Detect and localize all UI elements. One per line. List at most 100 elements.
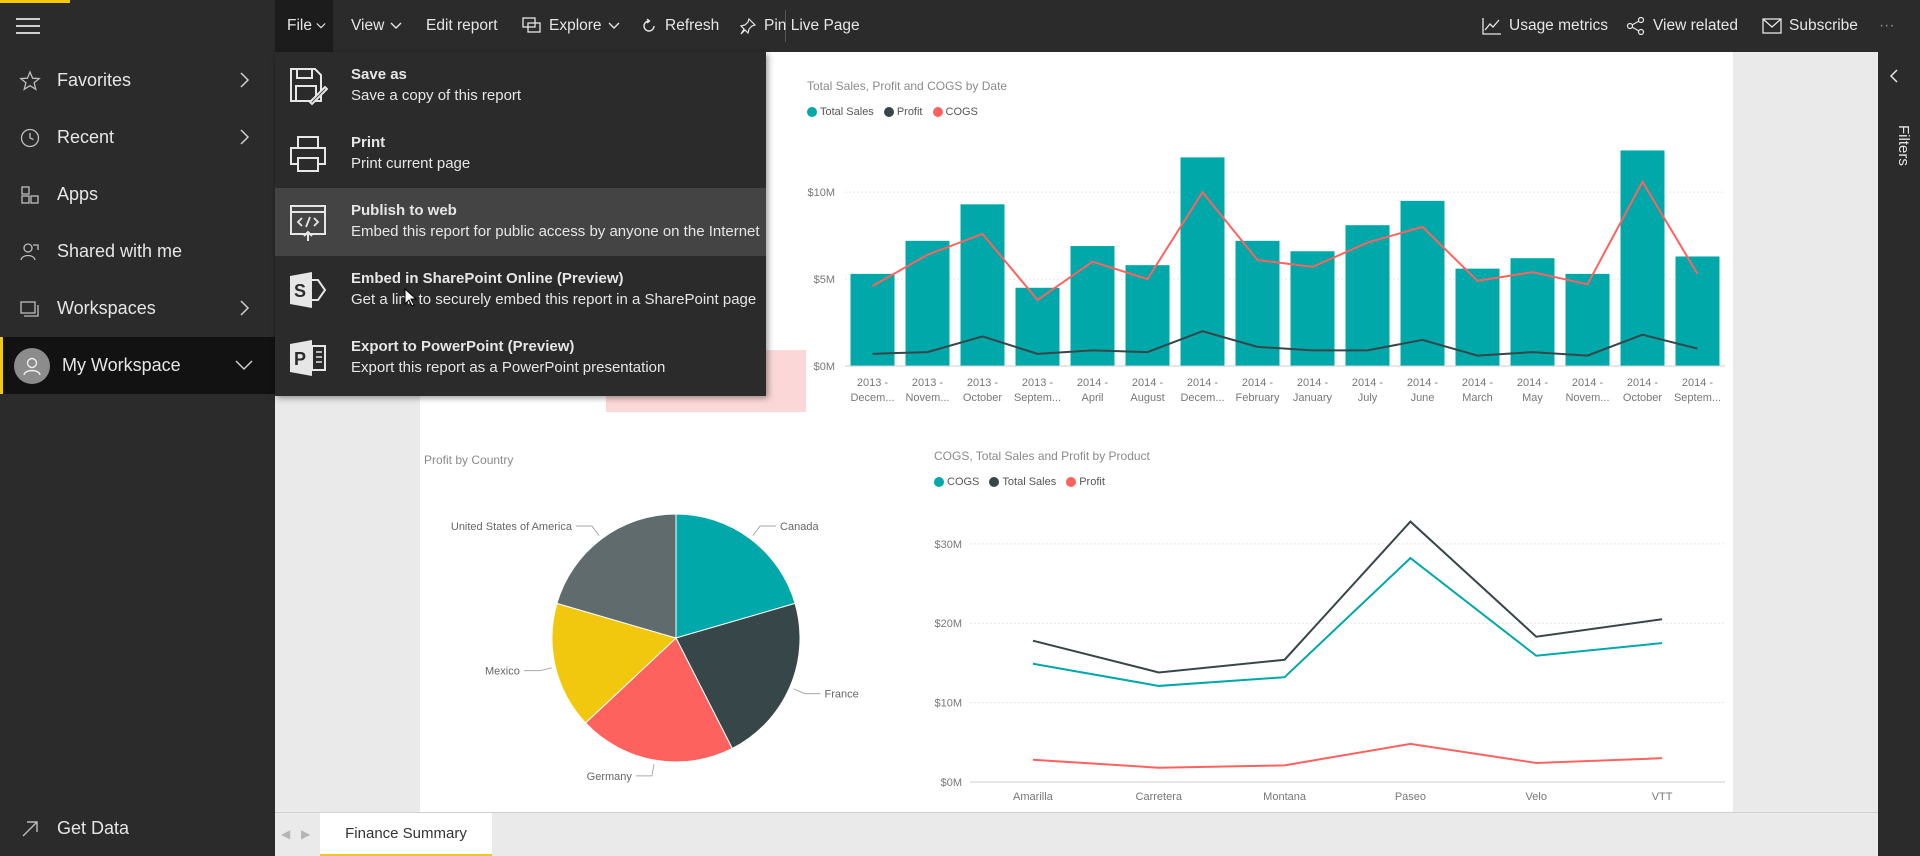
menu-item-save-as[interactable]: Save as Save a copy of this report [275, 52, 766, 120]
filters-pane[interactable] [1878, 52, 1920, 856]
pie-slice-label: Canada [780, 521, 819, 533]
x-tick-label: VTT [1652, 791, 1673, 803]
line-series-total-sales [1032, 520, 1663, 674]
x-tick-label: 2014 - [1627, 377, 1659, 389]
x-tick-label: 2013 - [1022, 377, 1054, 389]
chevron-left-icon[interactable] [1888, 68, 1900, 84]
view-related-button[interactable]: View related [1626, 0, 1738, 52]
chevron-right-icon[interactable] [235, 71, 253, 89]
pie-leader-line [635, 764, 655, 777]
x-tick-label: Novem... [905, 392, 949, 404]
legend-dot [932, 107, 943, 117]
pie-leader-line [752, 525, 777, 536]
arrow-up-right-icon [19, 818, 41, 840]
x-tick-label: Montana [1263, 791, 1307, 803]
bar-line-chart[interactable]: $0M $5M $10M 2013 - Decem... 2013 - Novem... 20… [807, 140, 1725, 404]
legend-item[interactable]: COGS [934, 476, 979, 488]
filters-label[interactable]: Filters [1895, 125, 1912, 166]
nav-item-shared-with-me[interactable]: Shared with me [0, 223, 275, 280]
file-dropdown-menu: Save as Save a copy of this report Print… [275, 52, 766, 396]
bar-total-sales [1125, 265, 1170, 366]
more-options-button[interactable]: ··· [1879, 0, 1895, 52]
nav-item-recent[interactable]: Recent [0, 109, 275, 166]
pin-icon [739, 17, 757, 35]
x-tick-label: February [1235, 392, 1280, 404]
nav-item-favorites[interactable]: Favorites [0, 52, 275, 109]
pie-slice [675, 513, 796, 639]
legend-item[interactable]: Total Sales [989, 476, 1056, 488]
pie-leader-line [793, 688, 821, 695]
menu-item-export-powerpoint[interactable]: P Export to PowerPoint (Preview) Export … [275, 324, 766, 392]
pie-chart[interactable]: Canada France Germany Mexico United States o… [440, 500, 880, 790]
chevron-right-icon[interactable] [235, 299, 253, 317]
x-tick-label: October [963, 392, 1002, 404]
legend-item[interactable]: Total Sales [807, 106, 874, 118]
refresh-button[interactable]: Refresh [640, 0, 719, 52]
bar-total-sales [1345, 225, 1390, 366]
line-series-cogs [872, 179, 1699, 302]
x-tick-label: July [1358, 392, 1378, 404]
legend-label: COGS [947, 476, 980, 488]
legend-dot [989, 477, 1000, 487]
refresh-icon [643, 18, 655, 32]
usage-metrics-button[interactable]: Usage metrics [1482, 0, 1608, 52]
x-tick-label: October [1623, 392, 1662, 404]
toolbar-divider [785, 10, 786, 42]
x-tick-label: Amarilla [1013, 791, 1054, 803]
subscribe-button[interactable]: Subscribe [1762, 0, 1858, 52]
nav-item-label: Workspaces [57, 298, 156, 318]
x-tick-label: Velo [1526, 791, 1547, 803]
bar-total-sales [960, 204, 1005, 366]
nav-item-workspaces[interactable]: Workspaces [0, 280, 275, 337]
line-chart[interactable]: $0M $10M $20M $30M Amarilla Carretera Montana P… [934, 520, 1725, 810]
chevron-down-icon[interactable] [235, 356, 253, 374]
x-tick-label: Carretera [1136, 791, 1183, 803]
x-tick-label: Septem... [1014, 392, 1061, 404]
nav-item-get-data[interactable]: Get Data [0, 800, 275, 856]
y-tick-label: $5M [814, 274, 835, 286]
edit-report-button[interactable]: Edit report [426, 0, 498, 52]
chevron-right-icon[interactable] [235, 128, 253, 146]
edit-report-label: Edit report [426, 17, 498, 34]
view-label: View [351, 17, 385, 34]
legend-item[interactable]: Profit [883, 106, 923, 118]
print-icon [290, 136, 326, 172]
nav-item-apps[interactable]: Apps [0, 166, 275, 223]
view-related-label: View related [1653, 17, 1739, 34]
y-tick-label: $0M [814, 361, 835, 373]
legend-dot [807, 107, 817, 117]
file-menu-button[interactable]: File [275, 0, 333, 52]
legend-item[interactable]: COGS [932, 106, 978, 118]
menu-item-publish-to-web[interactable]: Publish to web Embed this report for pub… [275, 188, 766, 256]
view-menu-button[interactable]: View [351, 0, 409, 52]
tab-prev-icon[interactable]: ◀ [281, 827, 291, 841]
tab-finance-summary[interactable]: Finance Summary [320, 813, 492, 856]
x-tick-label: 2014 - [1682, 377, 1714, 389]
x-tick-label: 2013 - [912, 377, 944, 389]
pin-live-page-button[interactable]: Pin Live Page [739, 0, 860, 52]
pie-slice-label: Germany [587, 771, 633, 783]
x-tick-label: 2014 - [1132, 377, 1164, 389]
y-tick-label: $10M [934, 698, 962, 710]
shared-user-icon [19, 241, 41, 263]
x-tick-label: March [1462, 392, 1493, 404]
nav-item-my-workspace[interactable]: My Workspace [0, 337, 275, 394]
x-tick-label: Novem... [1565, 392, 1609, 404]
x-tick-label: 2014 - [1187, 377, 1219, 389]
menu-item-title: Export to PowerPoint (Preview) [351, 338, 575, 355]
hamburger-menu-icon[interactable] [16, 18, 40, 36]
legend-item[interactable]: Profit [1066, 476, 1105, 488]
x-tick-label: 2013 - [857, 377, 889, 389]
menu-item-embed-sharepoint[interactable]: S Embed in SharePoint Online (Preview) G… [275, 256, 766, 324]
more-options-label: ··· [1879, 17, 1895, 34]
refresh-label: Refresh [665, 17, 720, 34]
tab-next-icon[interactable]: ▶ [301, 827, 311, 841]
x-tick-label: May [1522, 392, 1543, 404]
explore-label: Explore [549, 17, 602, 34]
menu-item-title: Save as [351, 66, 407, 83]
menu-item-print[interactable]: Print Print current page [275, 120, 766, 188]
y-tick-label: $30M [934, 539, 962, 551]
brand-accent-bar [0, 0, 70, 3]
nav-item-label: Recent [57, 127, 115, 147]
explore-menu-button[interactable]: Explore [522, 0, 627, 52]
